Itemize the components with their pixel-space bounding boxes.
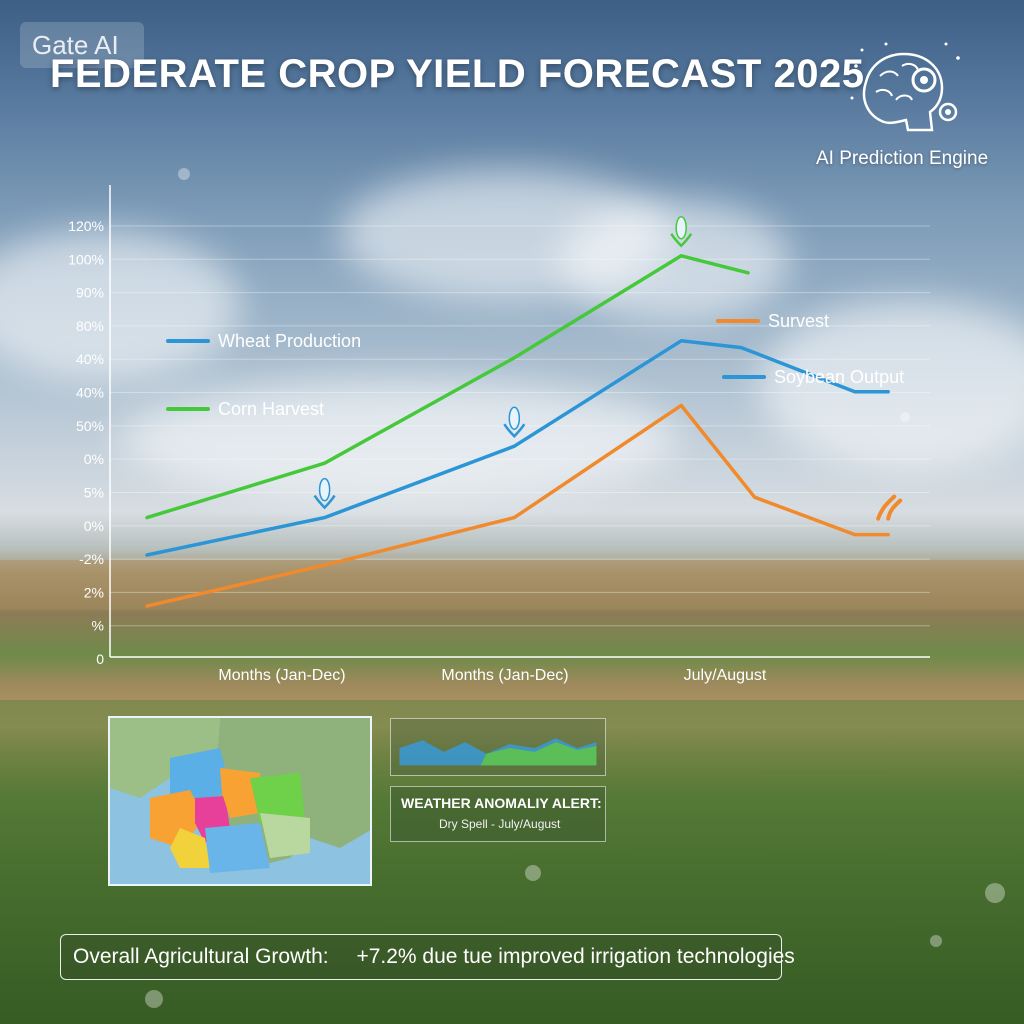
brand-badge: Gate AI	[20, 22, 144, 68]
series-line	[145, 339, 890, 557]
soybean-icon	[876, 494, 903, 521]
mini-area-chart	[390, 718, 606, 776]
alert-title: WEATHER ANOMALIY ALERT:	[401, 795, 602, 811]
y-tick-label: 80%	[76, 318, 104, 334]
legend-label: Soybean Output	[774, 367, 904, 387]
y-tick-label: 0	[96, 651, 104, 667]
x-tick-label: Months (Jan-Dec)	[441, 667, 568, 684]
y-tick-label: -2%	[79, 551, 104, 567]
y-tick-labels: 120% 100% 90% 80% 40% 40% 50% 0% 5% 0% -2% 2%% 0	[68, 218, 104, 667]
bokeh-dot	[178, 168, 190, 180]
y-tick-label: 40%	[76, 351, 104, 367]
x-tick-labels: Months (Jan-Dec) Months (Jan-Dec) July/Aug…	[218, 667, 766, 684]
chart-grid	[110, 225, 930, 627]
series-lines	[145, 254, 890, 608]
x-tick-label: Months (Jan-Dec)	[218, 667, 345, 684]
bokeh-dot	[145, 990, 163, 1008]
series-line	[145, 403, 890, 608]
y-tick-label: %	[92, 618, 104, 634]
y-tick-label: 2%	[84, 584, 104, 600]
x-tick-label: July/August	[684, 667, 767, 684]
corn-icon	[503, 406, 526, 438]
y-tick-label: 100%	[68, 251, 104, 267]
map-graphic	[110, 718, 370, 884]
y-tick-label: 5%	[84, 484, 104, 500]
brain-gear-icon	[850, 42, 960, 132]
y-tick-label: 0%	[84, 518, 104, 534]
y-tick-label: 0%	[84, 451, 104, 467]
series-line	[145, 254, 750, 520]
y-tick-label: 40%	[76, 385, 104, 401]
y-tick-label: 50%	[76, 418, 104, 434]
region-map	[108, 716, 372, 886]
chart-legend: Wheat Production Corn Harvest Survest Soybe…	[166, 311, 904, 419]
bokeh-dot	[525, 865, 541, 881]
y-tick-label: 120%	[68, 218, 104, 234]
cloud	[760, 300, 1024, 470]
y-tick-label: 90%	[76, 285, 104, 301]
growth-label: Overall Agricultural Growth:	[73, 945, 329, 968]
yield-line-chart: 120% 100% 90% 80% 40% 40% 50% 0% 5% 0% -2% 2%% 0 Mon…	[68, 216, 930, 684]
series-markers	[313, 216, 903, 521]
legend-label: Survest	[768, 311, 829, 331]
weather-alert: WEATHER ANOMALIY ALERT: Dry Spell - July…	[390, 786, 606, 842]
bokeh-dot	[900, 412, 910, 422]
page-title: FEDERATE CROP YIELD FORECAST 2025	[50, 52, 865, 96]
legend-label: Corn Harvest	[218, 399, 324, 419]
cloud	[0, 230, 240, 380]
legend-label: Wheat Production	[218, 331, 361, 351]
growth-value: +7.2% due tue improved irrigation techno…	[356, 945, 795, 968]
bokeh-dot	[930, 935, 942, 947]
engine-label: AI Prediction Engine	[816, 148, 989, 169]
alert-detail: Dry Spell - July/August	[439, 817, 561, 831]
growth-summary: Overall Agricultural Growth: +7.2% due t…	[60, 934, 795, 980]
corn-icon	[313, 477, 336, 510]
corn-icon	[670, 216, 693, 248]
bokeh-dot	[985, 883, 1005, 903]
